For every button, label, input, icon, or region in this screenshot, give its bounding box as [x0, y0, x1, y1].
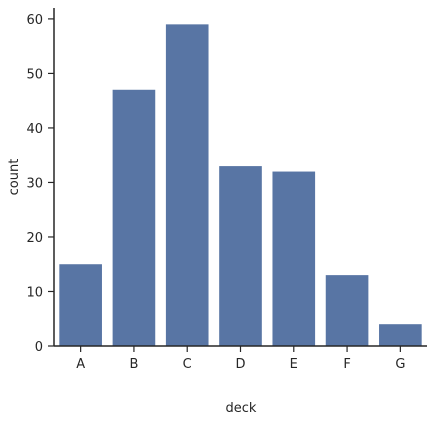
y-tick-label: 60: [26, 13, 43, 28]
y-tick-label: 0: [35, 340, 43, 355]
y-tick-label: 20: [26, 231, 43, 246]
bar: [379, 324, 422, 346]
x-tick-label: F: [343, 357, 350, 372]
x-tick-label: B: [129, 357, 138, 372]
x-axis-label: deck: [226, 401, 257, 416]
y-tick-label: 40: [26, 122, 43, 137]
y-tick-label: 50: [26, 67, 43, 82]
y-tick-label: 10: [26, 285, 43, 300]
y-axis-label: count: [7, 159, 22, 196]
x-tick-label: A: [76, 357, 85, 372]
bar: [165, 24, 209, 347]
y-tick-label: 30: [26, 176, 43, 191]
bar: [272, 171, 316, 346]
bar: [325, 275, 369, 346]
x-tick-label: E: [290, 357, 298, 372]
bar: [112, 89, 156, 346]
bar: [59, 264, 102, 346]
bar: [219, 166, 262, 346]
x-tick-label: G: [395, 357, 405, 372]
x-tick-label: D: [235, 357, 245, 372]
x-tick-label: C: [183, 357, 192, 372]
